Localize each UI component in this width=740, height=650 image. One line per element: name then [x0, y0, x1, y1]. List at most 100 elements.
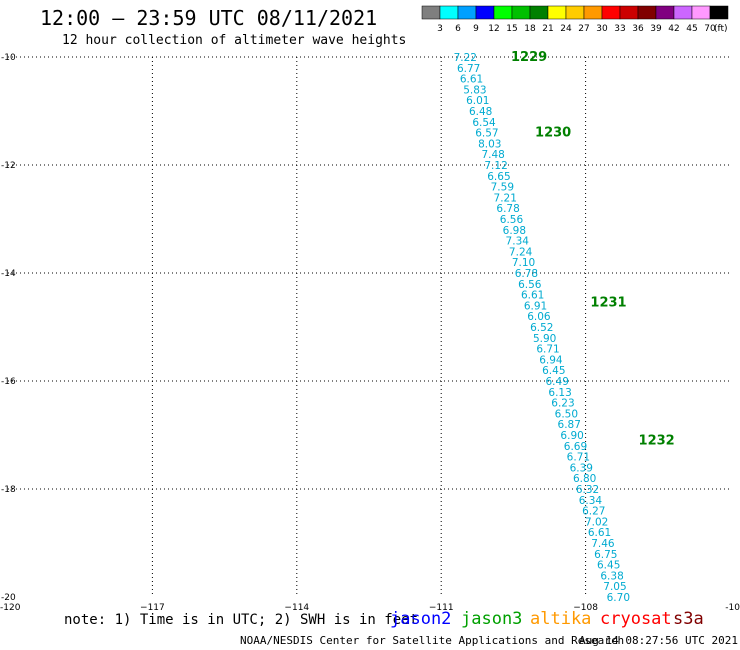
swh-data-label: 6.78 — [515, 268, 538, 280]
swh-data-label: 6.45 — [597, 560, 620, 572]
swh-data-label: 7.21 — [494, 192, 517, 204]
scale-label: 21 — [542, 24, 553, 34]
swh-data-label: 6.34 — [579, 495, 603, 507]
pass-time-label: 1232 — [639, 433, 675, 448]
y-tick-label: -16 — [1, 377, 16, 387]
swh-data-label: 6.50 — [555, 408, 578, 420]
scale-label: 15 — [506, 24, 517, 34]
swh-data-label: 6.48 — [469, 106, 492, 118]
swh-data-label: 6.56 — [500, 214, 524, 226]
swh-data-label: 6.65 — [487, 171, 510, 183]
generated-timestamp: Aug 14 08:27:56 UTC 2021 — [579, 634, 738, 647]
scale-label: 6 — [455, 24, 461, 34]
scale-label: 18 — [524, 24, 536, 34]
swh-data-label: 7.10 — [512, 257, 535, 269]
scale-swatch — [691, 5, 711, 20]
y-tick-label: -10 — [1, 53, 16, 63]
scale-label: 9 — [473, 24, 479, 34]
y-tick-label: -12 — [1, 161, 16, 171]
scale-swatch — [565, 5, 585, 20]
legend-s3a: s3a — [673, 609, 704, 629]
credit-text: NOAA/NESDIS Center for Satellite Applica… — [240, 634, 625, 647]
swh-data-label: 6.06 — [527, 311, 551, 323]
swh-data-label: 6.87 — [558, 419, 581, 431]
swh-data-label: 8.03 — [478, 138, 501, 150]
swh-data-label: 6.45 — [542, 365, 565, 377]
x-tick-label: −108 — [573, 603, 598, 613]
y-tick-label: -14 — [1, 269, 16, 279]
swh-data-label: 6.61 — [521, 290, 544, 302]
chart-title: 12:00 – 23:59 UTC 08/11/2021 — [40, 6, 378, 30]
scale-swatch — [709, 5, 729, 20]
swh-data-label: 6.57 — [475, 128, 498, 140]
swh-data-label: 6.52 — [530, 322, 553, 334]
scale-label: 36 — [632, 24, 644, 34]
swh-data-label: 6.77 — [457, 63, 480, 75]
swh-data-label: 6.69 — [564, 441, 587, 453]
swh-data-label: 7.22 — [454, 52, 477, 64]
scale-swatch — [421, 5, 441, 20]
swh-data-label: 6.75 — [594, 549, 617, 561]
scale-swatch — [439, 5, 459, 20]
pass-time-label: 1231 — [590, 296, 626, 311]
swh-data-label: 6.32 — [576, 484, 599, 496]
x-tick-label: -120 — [0, 603, 21, 613]
swh-data-label: 6.90 — [560, 430, 583, 442]
x-tick-label: −111 — [429, 603, 454, 613]
pass-time-label: 1230 — [535, 126, 571, 141]
scale-swatch — [655, 5, 675, 20]
legend-cryosat: cryosat — [600, 609, 672, 629]
swh-data-label: 6.98 — [503, 225, 526, 237]
scale-label: 45 — [686, 24, 697, 34]
scale-swatch — [673, 5, 693, 20]
scale-label: 27 — [578, 24, 589, 34]
x-tick-label: -10 — [725, 603, 740, 613]
swh-data-label: 6.13 — [548, 387, 571, 399]
scale-label: 3 — [437, 24, 443, 34]
scale-unit: (ft) — [714, 24, 728, 34]
legend-jason3: jason3 — [461, 609, 523, 629]
swh-data-label: 6.56 — [518, 279, 542, 291]
y-tick-label: -20 — [1, 593, 16, 603]
swh-data-label: 6.54 — [472, 117, 496, 129]
scale-swatch — [619, 5, 639, 20]
swh-data-label: 7.02 — [585, 516, 608, 528]
swh-data-label: 7.05 — [603, 581, 626, 593]
swh-data-label: 6.01 — [466, 95, 489, 107]
scale-swatch — [493, 5, 513, 20]
pass-time-label: 1229 — [511, 50, 547, 65]
swh-data-label: 6.38 — [600, 570, 623, 582]
swh-data-label: 6.27 — [582, 506, 605, 518]
swh-data-label: 7.12 — [484, 160, 507, 172]
scale-swatch — [637, 5, 657, 20]
y-tick-label: -18 — [1, 485, 16, 495]
swh-data-label: 6.70 — [607, 592, 630, 604]
swh-data-label: 6.94 — [539, 354, 563, 366]
swh-data-label: 6.49 — [546, 376, 569, 388]
swh-data-label: 6.78 — [496, 203, 519, 215]
chart-subtitle: 12 hour collection of altimeter wave hei… — [62, 33, 407, 48]
scale-label: 30 — [596, 24, 608, 34]
swh-data-label: 6.61 — [460, 74, 483, 86]
legend-jason2: jason2 — [390, 609, 452, 629]
x-tick-label: −117 — [140, 603, 165, 613]
swh-data-label: 7.46 — [591, 538, 615, 550]
swh-data-label: 5.90 — [533, 333, 556, 345]
scale-label: 33 — [614, 24, 625, 34]
swh-data-label: 7.48 — [481, 149, 504, 161]
swh-data-label: 7.34 — [506, 236, 530, 248]
scale-swatch — [601, 5, 621, 20]
swh-data-label: 6.61 — [588, 527, 611, 539]
x-tick-label: −114 — [284, 603, 309, 613]
legend-altika: altika — [530, 609, 592, 629]
swh-data-label: 7.24 — [509, 246, 533, 258]
scale-swatch — [547, 5, 567, 20]
scale-label: 24 — [560, 24, 572, 34]
scale-swatch — [457, 5, 477, 20]
swh-data-label: 7.59 — [491, 182, 514, 194]
scale-label: 42 — [668, 24, 679, 34]
swh-data-label: 5.83 — [463, 84, 486, 96]
scale-label: 39 — [650, 24, 662, 34]
swh-data-label: 6.80 — [573, 473, 596, 485]
